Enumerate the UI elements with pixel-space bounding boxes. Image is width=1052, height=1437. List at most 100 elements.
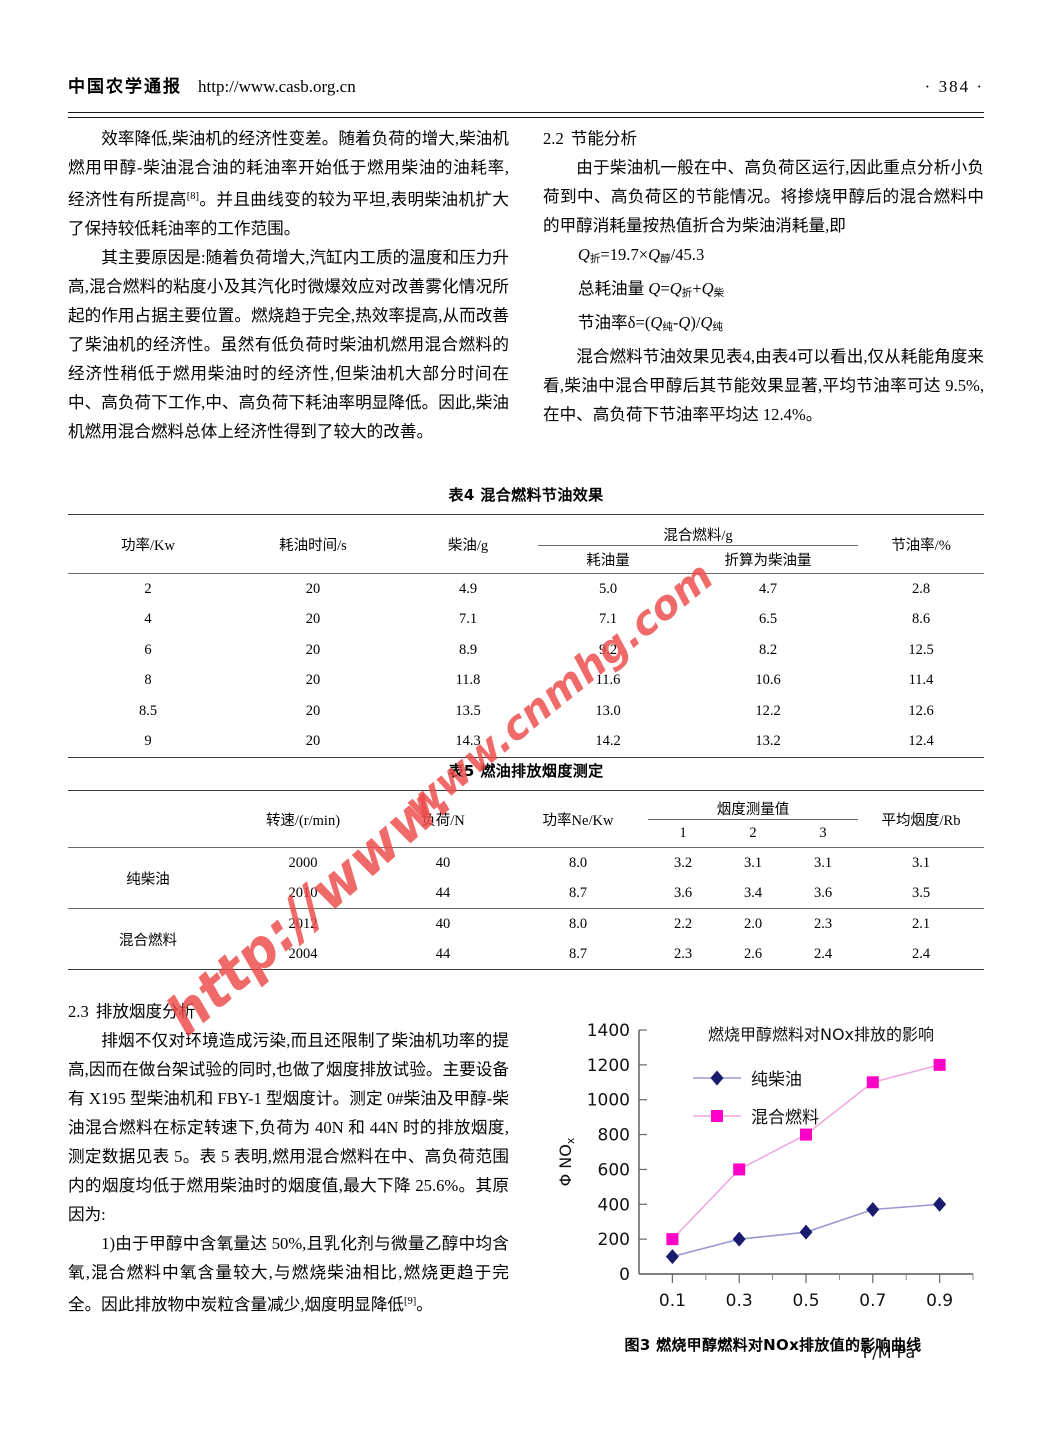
chart-y-tick-label: 1200 <box>587 1056 630 1076</box>
t5-g0-r1-m1: 3.6 <box>673 884 693 901</box>
paragraph-reason-1-tail: 。 <box>416 1295 433 1314</box>
table4-th-mixed-consumption: 耗油量 <box>586 553 630 569</box>
table5-th-smoke-group: 烟度测量值 <box>648 790 858 820</box>
t5-g1-r1-speed: 2004 <box>288 945 318 962</box>
formula-total-fuel: 总耗油量 Q=Q折+Q柴 <box>543 274 984 308</box>
t4-r2-power: 6 <box>144 641 152 658</box>
table5-header-row: 转速/(r/min) 负荷/N 功率Ne/Kw 烟度测量值 平均烟度/Rb <box>68 790 984 829</box>
t4-r4-mixed: 13.0 <box>595 702 621 719</box>
t4-r1-time: 20 <box>305 611 321 628</box>
t5-g1-r1-power: 8.7 <box>568 945 588 962</box>
t4-r5-mixed: 14.2 <box>595 733 621 750</box>
chart-x-tick-label: 0.7 <box>859 1291 886 1311</box>
left-column-bottom: 2.3 排放烟度分析 排烟不仅对环境造成污染,而且还限制了柴油机功率的提高,因而在… <box>68 997 509 1319</box>
t4-r2-diesel: 8.9 <box>458 641 478 658</box>
t4-r3-mixed: 11.6 <box>595 672 621 689</box>
table4-subheader-row: 耗油量 折算为柴油量 <box>68 546 984 574</box>
t4-r1-mixed: 7.1 <box>598 611 618 628</box>
paragraph-efficiency: 效率降低,柴油机的经济性变差。随着负荷的增大,柴油机燃用甲醇-柴油混合油的耗油率… <box>68 124 509 243</box>
legend-marker-0 <box>710 1070 724 1086</box>
table-row: 混合燃料 2012 40 8.0 2.2 2.0 2.3 2.1 <box>68 909 984 949</box>
t4-r1-diesel: 7.1 <box>458 611 478 628</box>
t5-g0-r0-power: 8.0 <box>568 854 588 871</box>
formula1-tail: /45.3 <box>670 245 705 264</box>
formula2-eq: = <box>660 279 670 298</box>
t4-r3-converted: 10.6 <box>755 672 781 689</box>
table4-th-power: 功率/Kw <box>121 537 175 554</box>
chart-y-ticks: 0 200 400 600 800 1000 1200 1400 <box>587 1021 647 1285</box>
t5-g1-r0-m2: 2.0 <box>743 915 763 932</box>
table-row: 8.5 20 13.5 13.0 12.2 12.6 <box>68 696 984 727</box>
t5-g1-r1-m1: 2.3 <box>673 945 693 962</box>
right-column-top: 2.2 节能分析 由于柴油机一般在中、高负荷区运行,因此重点分析小负荷到中、高负荷… <box>543 124 984 429</box>
legend-marker-1 <box>711 1110 723 1122</box>
t4-r1-converted: 6.5 <box>758 611 778 628</box>
t4-r4-diesel: 13.5 <box>455 702 481 719</box>
t4-r0-time: 20 <box>305 580 321 597</box>
header-divider <box>68 112 984 118</box>
paragraph-energy-saving: 由于柴油机一般在中、高负荷区运行,因此重点分析小负荷到中、高负荷区的节能情况。将… <box>543 158 984 235</box>
table-row: 6 20 8.9 9.2 8.2 12.5 <box>68 635 984 666</box>
t5-g1-r0-power: 8.0 <box>568 915 588 932</box>
chart-x-axis-label: P/M Pa <box>863 1343 916 1362</box>
chart-x-tick-label: 0.9 <box>926 1291 953 1311</box>
journal-name: 中国农学通报 <box>68 77 182 97</box>
t5-g1-r0-m3: 2.3 <box>813 915 833 932</box>
table-row: 8 20 11.8 11.6 10.6 11.4 <box>68 666 984 697</box>
formula3-sub-a: 纯 <box>662 322 673 333</box>
formula3-sub-c: 纯 <box>712 322 723 333</box>
chart-y-tick-label: 0 <box>619 1265 630 1285</box>
chart-x-tick-label: 0.3 <box>726 1291 753 1311</box>
chart-data-point <box>665 1249 679 1265</box>
page-number: · 384 · <box>924 77 984 96</box>
t4-r5-saving: 12.4 <box>908 733 934 750</box>
t4-r3-diesel: 11.8 <box>455 672 481 689</box>
chart-legend-label: 混合燃料 <box>751 1108 819 1128</box>
chart-title: 燃烧甲醇燃料对NOx排放的影响 <box>708 1025 934 1044</box>
t5-g1-r1-m3: 2.4 <box>813 945 833 962</box>
t4-r0-power: 2 <box>144 580 152 597</box>
formula2-sub-c: 柴 <box>713 288 725 299</box>
t5-g1-r1-m2: 2.6 <box>743 945 763 962</box>
chart-data-point <box>799 1224 813 1240</box>
table-row: 2004 44 8.7 2.3 2.6 2.4 2.4 <box>68 939 984 970</box>
t5-g1-r0-load: 40 <box>435 915 451 932</box>
table4: 功率/Kw 耗油时间/s 柴油/g 混合燃料/g 节油率/% 耗油量 折算为柴油… <box>68 514 984 758</box>
t5-g1-r0-m1: 2.2 <box>673 915 693 932</box>
paragraph-saving-result: 混合燃料节油效果见表4,由表4可以看出,仅从耗能角度来看,柴油中混合甲醇后其节能… <box>543 347 984 424</box>
formula3-c: Q <box>700 313 713 332</box>
t5-g0-r0-m1: 3.2 <box>673 854 693 871</box>
t5-g0-r0-speed: 2000 <box>288 854 318 871</box>
chart-series-line-1 <box>671 1064 940 1240</box>
formula3-close: )/ <box>690 313 701 332</box>
t5-g0-r0-avg: 3.1 <box>911 854 931 871</box>
formula-saving-rate: 节油率δ=(Q纯-Q)/Q纯 <box>543 308 984 342</box>
section-title-2-3: 排放烟度分析 <box>95 1002 196 1021</box>
table5-th-blank <box>68 791 228 848</box>
table5-th-m1: 1 <box>679 825 687 841</box>
table4-block: 表4 混合燃料节油效果 功率/Kw 耗油时间/s 柴油/g 混合燃料/g 节油率… <box>68 484 984 758</box>
table5: 转速/(r/min) 负荷/N 功率Ne/Kw 烟度测量值 平均烟度/Rb 1 … <box>68 790 984 970</box>
chart-y-tick-label: 400 <box>598 1195 630 1215</box>
formula1-mid: =19.7× <box>600 245 649 264</box>
section-title-2-2: 节能分析 <box>570 129 638 148</box>
t4-r4-power: 8.5 <box>138 702 158 719</box>
paragraph-main-reason: 其主要原因是:随着负荷增大,汽缸内工质的温度和压力升高,混合燃料的粘度小及其汽化… <box>68 248 509 441</box>
table-row: 2010 44 8.7 3.6 3.4 3.6 3.5 <box>68 878 984 909</box>
table4-th-mixed-group: 混合燃料/g <box>538 514 858 546</box>
section-heading-2-2: 2.2 节能分析 <box>543 124 984 153</box>
chart-y-tick-label: 800 <box>598 1126 630 1146</box>
formula3-minus: - <box>672 313 679 332</box>
t4-r3-power: 8 <box>144 672 152 689</box>
chart-x-ticks: 0.1 0.3 0.5 0.7 0.9 <box>659 1274 974 1311</box>
t4-r3-saving: 11.4 <box>908 672 934 689</box>
t4-r0-converted: 4.7 <box>758 580 778 597</box>
t5-g0-r1-load: 44 <box>435 884 451 901</box>
chart-data-point <box>933 1058 946 1071</box>
t4-r3-time: 20 <box>305 672 321 689</box>
chart-data-point <box>733 1163 746 1176</box>
t5-g0-r0-load: 40 <box>435 854 451 871</box>
